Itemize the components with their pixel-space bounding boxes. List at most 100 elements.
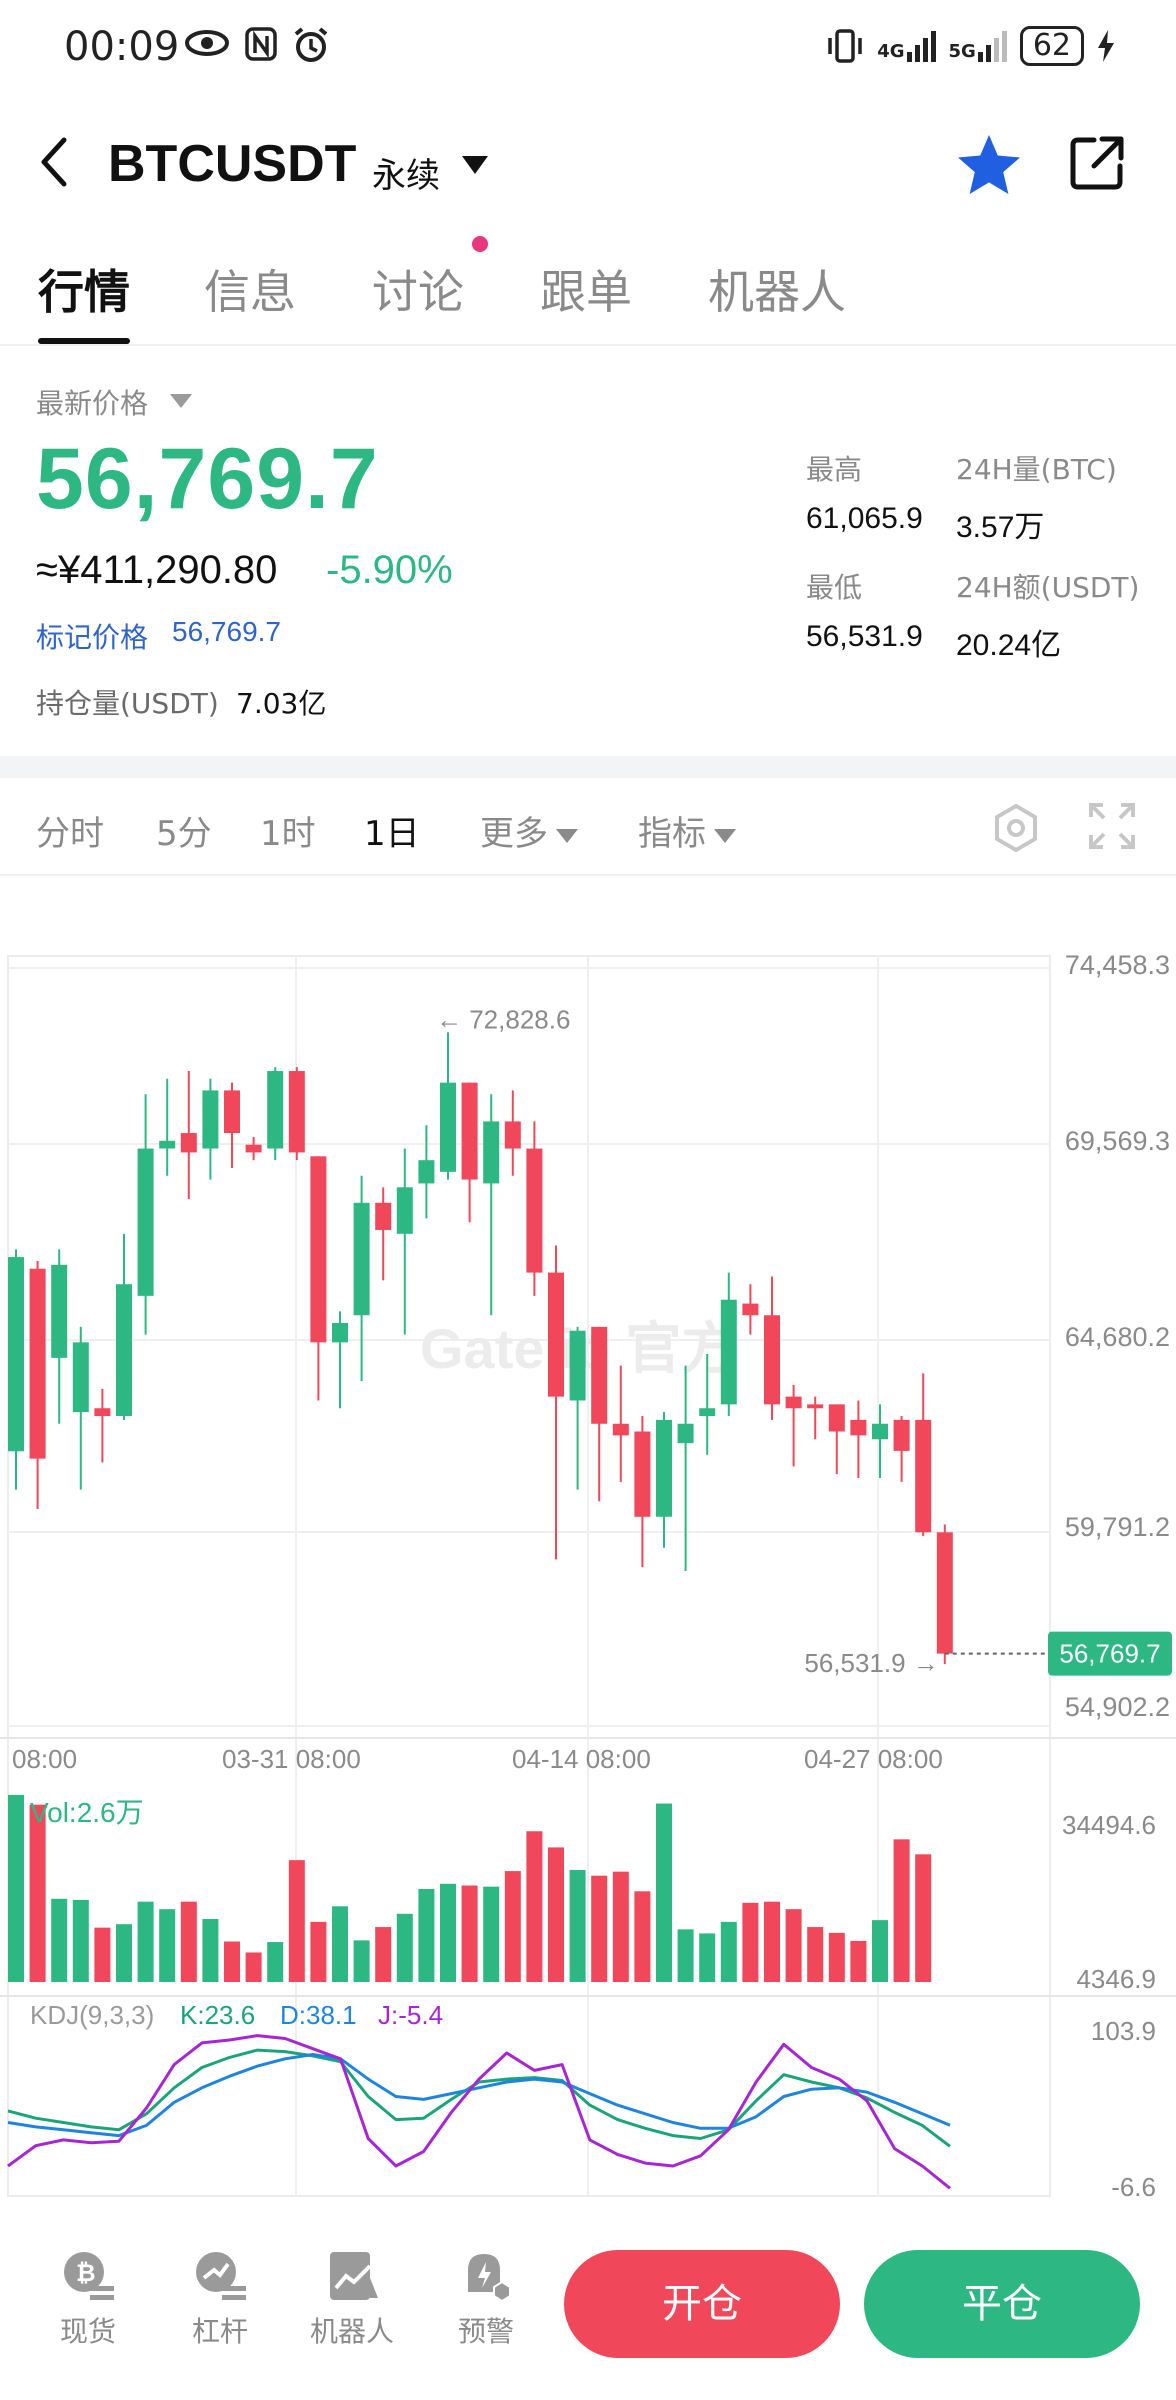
- candle-body: [267, 1071, 284, 1149]
- volume-bar: [202, 1918, 219, 1982]
- volume-bar: [612, 1871, 629, 1982]
- kdj-label: KDJ(9,3,3): [30, 2000, 154, 2030]
- mark-price-label: 标记价格: [36, 621, 149, 654]
- last-price-dropdown-icon[interactable]: [170, 394, 192, 408]
- tab-info[interactable]: 信息: [204, 265, 296, 319]
- volume-bar: [267, 1942, 284, 1982]
- caret-down-icon: [714, 828, 736, 843]
- kdj-k-label: K:23.6: [180, 2000, 255, 2030]
- close-position-button[interactable]: 平仓: [864, 2250, 1140, 2358]
- status-left-icons: [184, 26, 330, 64]
- candle-body: [936, 1532, 953, 1654]
- contract-dropdown-icon[interactable]: [462, 156, 488, 174]
- interval-more[interactable]: 更多: [480, 806, 578, 855]
- cny-price: ≈¥411,290.80: [36, 548, 278, 592]
- svg-text:₿: ₿: [76, 2259, 96, 2287]
- volume-bar: [569, 1869, 586, 1982]
- mark-price: 56,769.7: [172, 616, 281, 647]
- candle-body: [893, 1419, 910, 1451]
- candle-body: [677, 1423, 694, 1444]
- volume-bar: [332, 1906, 348, 1982]
- active-tab-indicator: [38, 338, 130, 344]
- nav-margin-label: 杠杆: [191, 2315, 248, 2348]
- interval-timeline[interactable]: 分时: [36, 814, 104, 854]
- caret-down-icon: [556, 828, 578, 843]
- candle-body: [224, 1090, 240, 1134]
- volume-bar: [699, 1933, 716, 1982]
- volume-bar: [785, 1909, 802, 1982]
- interval-1h[interactable]: 1时: [260, 814, 316, 854]
- symbol-title[interactable]: BTCUSDT: [108, 135, 357, 193]
- tab-discussion[interactable]: 讨论: [372, 265, 464, 319]
- interval-1d[interactable]: 1日: [364, 814, 420, 854]
- candle-body: [332, 1322, 348, 1343]
- volume-bar: [656, 1803, 672, 1982]
- nav-bot[interactable]: 机器人: [302, 2248, 402, 2350]
- low-price-marker: 56,531.9 →: [804, 1648, 938, 1678]
- current-price-tag: [1048, 1631, 1172, 1676]
- open-interest-value: 7.03亿: [236, 687, 327, 720]
- candle-body: [828, 1404, 845, 1432]
- notification-dot: [472, 236, 488, 252]
- kline-chart[interactable]: Gate.io 官方 74,458.369,569.364,680.259,79…: [0, 880, 1176, 2210]
- candle-body: [764, 1315, 780, 1405]
- volume-bar: [375, 1927, 392, 1982]
- candle-body: [396, 1187, 413, 1234]
- candle-body: [440, 1082, 456, 1172]
- change-percent: -5.90%: [326, 548, 453, 592]
- candle-body: [483, 1121, 500, 1184]
- volume-label: 24H量(BTC): [956, 453, 1117, 486]
- section-divider: [0, 756, 1176, 778]
- chart-settings-icon[interactable]: [990, 802, 1042, 854]
- spot-icon: ₿: [64, 2252, 114, 2300]
- contract-type[interactable]: 永续: [372, 156, 440, 196]
- nfc-icon: [245, 27, 277, 61]
- nav-bot-label: 机器人: [309, 2315, 394, 2348]
- header: BTCUSDT 永续: [0, 110, 1176, 220]
- candle-body: [461, 1082, 478, 1180]
- star-icon[interactable]: [954, 130, 1024, 200]
- volume-bar: [526, 1831, 543, 1982]
- signal-bars-icon: [906, 31, 936, 62]
- turnover-label: 24H额(USDT): [956, 571, 1140, 604]
- candle-body: [850, 1419, 867, 1436]
- volume-bar: [677, 1929, 694, 1982]
- tab-bot[interactable]: 机器人: [708, 265, 846, 319]
- indicator-menu[interactable]: 指标: [638, 806, 736, 855]
- kdj-min-label: -6.6: [1111, 2172, 1156, 2202]
- candle-body: [288, 1071, 305, 1153]
- interval-5m[interactable]: 5分: [156, 814, 212, 854]
- current-price-tag-label: 56,769.7: [1059, 1639, 1160, 1669]
- candle-body: [591, 1326, 608, 1424]
- volume-bar: [742, 1902, 759, 1982]
- vibrate-icon: [828, 29, 862, 63]
- signal-bars-icon: [977, 31, 1007, 62]
- fullscreen-icon[interactable]: [1088, 802, 1136, 850]
- candle-body: [310, 1156, 327, 1343]
- candle-body: [569, 1330, 586, 1401]
- open-position-button[interactable]: 开仓: [564, 2250, 840, 2358]
- tab-market[interactable]: 行情: [38, 265, 130, 319]
- back-icon[interactable]: [30, 132, 80, 192]
- candle-body: [51, 1264, 68, 1358]
- y-tick-label: 54,902.2: [1065, 1692, 1170, 1722]
- last-price-label[interactable]: 最新价格: [36, 387, 149, 420]
- alert-icon: [468, 2254, 511, 2303]
- nav-alert[interactable]: 预警: [436, 2248, 536, 2350]
- nav-margin[interactable]: 杠杆: [170, 2248, 270, 2350]
- candle-body: [245, 1144, 262, 1153]
- candle-body: [872, 1423, 888, 1440]
- candle-body: [720, 1299, 737, 1405]
- nav-alert-label: 预警: [457, 2315, 514, 2348]
- volume-bar: [440, 1883, 456, 1982]
- kdj-max-label: 103.9: [1091, 2016, 1156, 2046]
- candle-body: [915, 1419, 932, 1533]
- volume-bar: [764, 1901, 780, 1982]
- candle-body: [72, 1342, 89, 1413]
- share-icon[interactable]: [1068, 134, 1126, 192]
- charging-icon: [1098, 30, 1114, 62]
- nav-spot[interactable]: ₿ 现货: [38, 2248, 138, 2350]
- volume-bar: [591, 1875, 608, 1982]
- candle-body: [202, 1090, 219, 1149]
- tab-copy-trade[interactable]: 跟单: [540, 265, 632, 319]
